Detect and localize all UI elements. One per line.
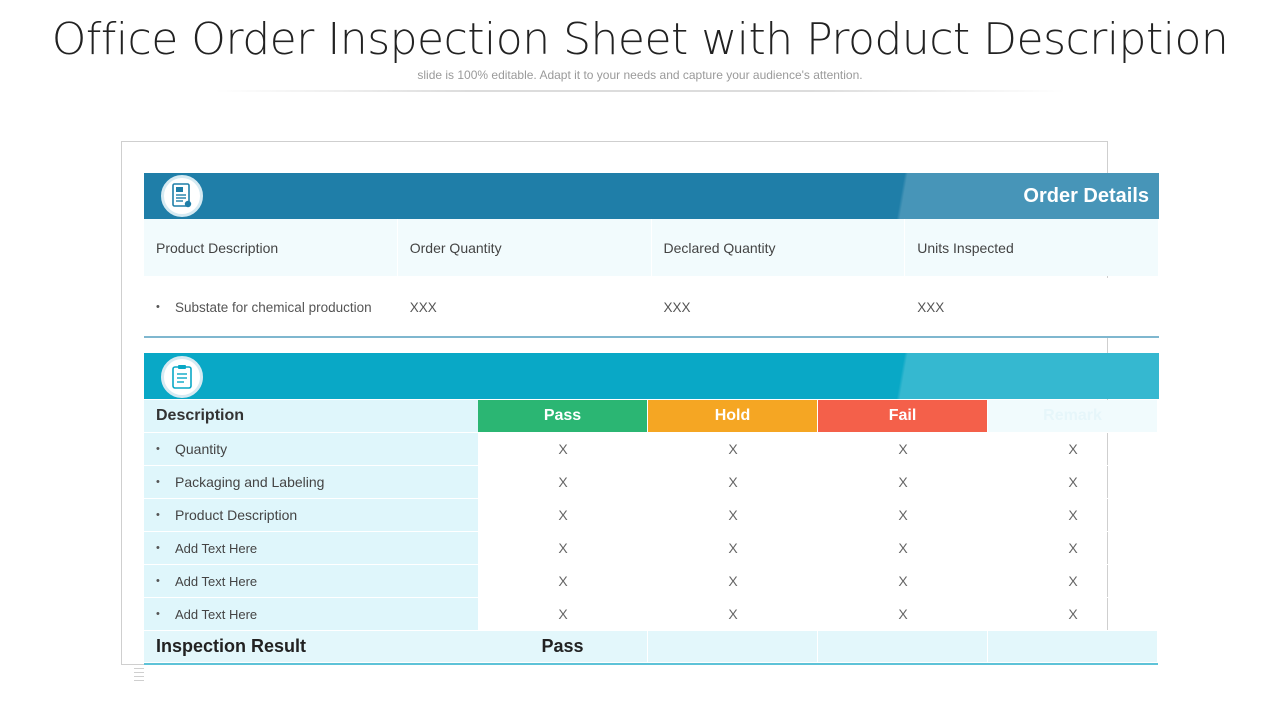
title-divider <box>215 90 1065 92</box>
row-description: • Quantity <box>144 433 478 466</box>
bullet: • <box>156 608 160 620</box>
remark-cell: X <box>988 499 1158 532</box>
table-row: • Packaging and Labeling X X X X <box>144 466 1158 499</box>
row-label: Quantity <box>175 441 228 457</box>
inspection-table: Description Pass Hold Fail Remark • Quant… <box>144 400 1158 665</box>
bullet: • <box>156 301 160 313</box>
document-icon <box>161 175 203 217</box>
remark-cell: X <box>988 466 1158 499</box>
hold-cell: X <box>648 466 818 499</box>
table-row: • Add Text Here X X X X <box>144 598 1158 631</box>
bullet: • <box>156 443 160 455</box>
page-title: Office Order Inspection Sheet with Produ… <box>51 14 1229 65</box>
result-empty-cell <box>818 631 988 663</box>
bullet: • <box>156 575 160 587</box>
remark-cell: X <box>988 532 1158 565</box>
product-description-value: Substate for chemical production <box>175 299 372 315</box>
row-description: • Packaging and Labeling <box>144 466 478 499</box>
column-header-fail: Fail <box>818 400 988 433</box>
fail-cell: X <box>818 466 988 499</box>
bullet: • <box>156 542 160 554</box>
order-details-title: Order Details <box>1023 185 1149 207</box>
row-label: Add Text Here <box>175 573 258 589</box>
result-empty-cell <box>648 631 818 663</box>
order-quantity-cell: XXX <box>409 299 437 315</box>
row-description: • Product Description <box>144 499 478 532</box>
result-empty-cell <box>988 631 1158 663</box>
order-details-header-row: Product Description Order Quantity Decla… <box>144 219 1159 276</box>
units-inspected-cell: XXX <box>917 299 945 315</box>
pass-cell: X <box>478 466 648 499</box>
banner-sheen <box>839 173 1159 219</box>
column-header-declared-quantity: Declared Quantity <box>652 219 906 276</box>
remark-cell: X <box>988 598 1158 631</box>
order-details-banner: Order Details <box>144 173 1159 219</box>
row-label: Packaging and Labeling <box>175 474 325 490</box>
column-header-remark: Remark <box>988 400 1158 433</box>
column-header-order-quantity: Order Quantity <box>398 219 652 276</box>
hold-cell: X <box>648 499 818 532</box>
hold-cell: X <box>648 532 818 565</box>
table-row: • Add Text Here X X X X <box>144 565 1158 598</box>
column-header-description: Description <box>144 400 478 433</box>
clipboard-icon <box>161 356 203 398</box>
inspection-banner <box>144 353 1159 399</box>
row-description: • Add Text Here <box>144 598 478 631</box>
row-description: • Add Text Here <box>144 565 478 598</box>
inspection-result-row: Inspection Result Pass <box>144 631 1158 665</box>
fail-cell: X <box>818 499 988 532</box>
remark-cell: X <box>988 565 1158 598</box>
pass-cell: X <box>478 598 648 631</box>
fail-cell: X <box>818 565 988 598</box>
table-row: • Product Description X X X X <box>144 499 1158 532</box>
row-label: Add Text Here <box>175 540 258 556</box>
remark-cell: X <box>988 433 1158 466</box>
column-header-product-description: Product Description <box>144 219 398 276</box>
hold-cell: X <box>648 433 818 466</box>
decorative-dots <box>134 664 144 684</box>
pass-cell: X <box>478 499 648 532</box>
fail-cell: X <box>818 532 988 565</box>
pass-cell: X <box>478 433 648 466</box>
order-details-row: • Substate for chemical production XXX X… <box>144 278 1159 338</box>
table-row: • Quantity X X X X <box>144 433 1158 466</box>
page-subtitle: slide is 100% editable. Adapt it to your… <box>417 68 863 82</box>
column-header-hold: Hold <box>648 400 818 433</box>
product-description-cell: • Substate for chemical production <box>144 278 398 336</box>
fail-cell: X <box>818 598 988 631</box>
fail-cell: X <box>818 433 988 466</box>
hold-cell: X <box>648 565 818 598</box>
pass-cell: X <box>478 532 648 565</box>
inspection-rows: • Quantity X X X X • Packaging and Labeling X X X X… <box>144 433 1158 631</box>
inspection-result-label: Inspection Result <box>144 631 478 663</box>
inspection-header-row: Description Pass Hold Fail Remark <box>144 400 1158 433</box>
inspection-result-value: Pass <box>478 631 648 663</box>
row-label: Product Description <box>175 507 298 523</box>
hold-cell: X <box>648 598 818 631</box>
declared-quantity-cell: XXX <box>663 299 691 315</box>
pass-cell: X <box>478 565 648 598</box>
table-row: • Add Text Here X X X X <box>144 532 1158 565</box>
bullet: • <box>156 509 160 521</box>
column-header-units-inspected: Units Inspected <box>905 219 1159 276</box>
column-header-pass: Pass <box>478 400 648 433</box>
row-description: • Add Text Here <box>144 532 478 565</box>
row-label: Add Text Here <box>175 606 258 622</box>
banner-sheen <box>839 353 1159 399</box>
bullet: • <box>156 476 160 488</box>
